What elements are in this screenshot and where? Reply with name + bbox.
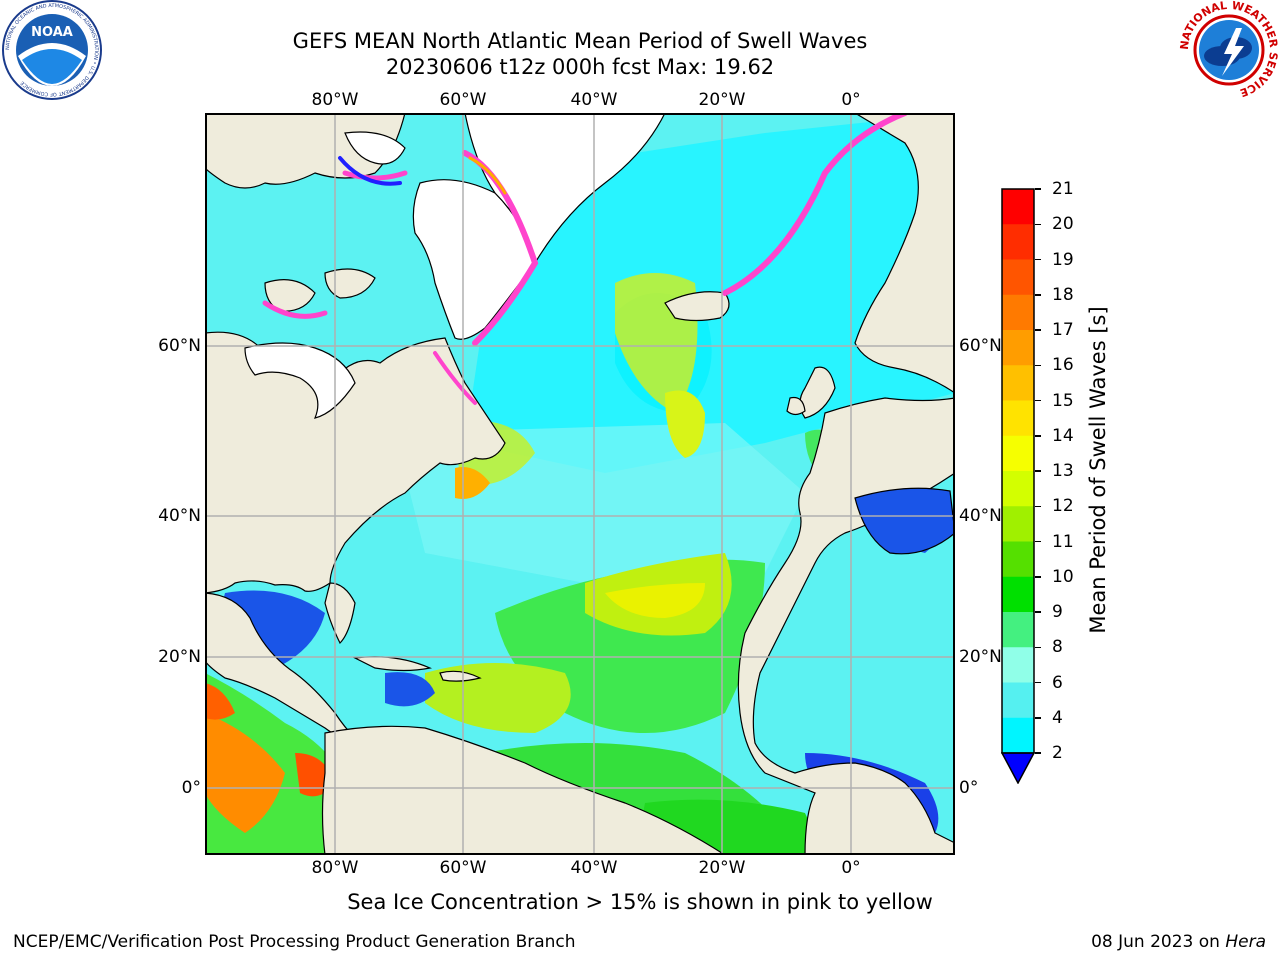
colorbar-tick-label: 4 bbox=[1052, 707, 1063, 728]
lat-label-right-20n: 20°N bbox=[959, 647, 1002, 667]
colorbar-title: Mean Period of Swell Waves [s] bbox=[1086, 306, 1110, 634]
colorbar-tick-label: 16 bbox=[1052, 355, 1074, 376]
colorbar-tick-mark bbox=[1035, 329, 1041, 331]
colorbar-extension bbox=[1000, 752, 1036, 785]
lat-label-left-20n: 20°N bbox=[158, 647, 201, 667]
colorbar-tick-label: 13 bbox=[1052, 461, 1074, 481]
colorbar-band bbox=[1002, 365, 1034, 401]
footer-branch: NCEP/EMC/Verification Post Processing Pr… bbox=[13, 932, 576, 952]
lon-label-bottom-80w: 80°W bbox=[311, 858, 359, 878]
lon-label-bottom-0: 0° bbox=[841, 858, 861, 878]
colorbar-band bbox=[1002, 506, 1034, 542]
footer-date: 08 Jun 2023 on Hera bbox=[1091, 932, 1266, 952]
lon-label-bottom-20w: 20°W bbox=[698, 858, 746, 878]
colorbar-tick-mark bbox=[1035, 258, 1041, 261]
lon-label-bottom-60w: 60°W bbox=[439, 858, 487, 878]
land-masses bbox=[205, 113, 955, 855]
footer-date-text: 08 Jun 2023 bbox=[1091, 932, 1194, 952]
colorbar-tick-mark bbox=[1035, 576, 1041, 578]
lon-label-top-60w: 60°W bbox=[439, 90, 487, 110]
footer-on-text: on bbox=[1198, 932, 1220, 952]
colorbar-band bbox=[1002, 647, 1034, 683]
colorbar-tick-label: 12 bbox=[1052, 496, 1074, 517]
colorbar-band bbox=[1002, 576, 1034, 613]
colorbar-band bbox=[1002, 330, 1034, 366]
lon-label-top-0: 0° bbox=[841, 90, 861, 110]
colorbar-tick-mark bbox=[1035, 223, 1041, 225]
lat-label-left-0: 0° bbox=[181, 778, 201, 798]
map-title-line1: GEFS MEAN North Atlantic Mean Period of … bbox=[292, 29, 868, 53]
lat-label-left-40n: 40°N bbox=[158, 506, 201, 526]
colorbar-tick-mark bbox=[1035, 188, 1041, 190]
lat-label-right-40n: 40°N bbox=[959, 506, 1002, 526]
colorbar-band bbox=[1002, 259, 1034, 296]
colorbar-tick-label: 14 bbox=[1052, 425, 1074, 446]
colorbar-tick-label: 11 bbox=[1052, 531, 1074, 552]
colorbar-band bbox=[1002, 612, 1034, 648]
colorbar-tick-label: 15 bbox=[1052, 390, 1074, 411]
colorbar-frame bbox=[1001, 188, 1035, 754]
colorbar-tick-label: 17 bbox=[1052, 320, 1074, 340]
lon-label-top-20w: 20°W bbox=[698, 90, 746, 110]
colorbar-band bbox=[1002, 471, 1034, 507]
colorbar-tick-label: 21 bbox=[1052, 179, 1074, 199]
colorbar-tick-mark bbox=[1035, 294, 1041, 296]
colorbar-tick-mark bbox=[1035, 611, 1041, 613]
map-frame bbox=[205, 113, 955, 855]
colorbar bbox=[1000, 188, 1036, 785]
footer-machine: Hera bbox=[1225, 932, 1266, 952]
map-title-line2: 20230606 t12z 000h fcst Max: 19.62 bbox=[385, 55, 775, 79]
colorbar-tick-mark bbox=[1035, 717, 1041, 719]
swell-period-map bbox=[205, 113, 955, 855]
colorbar-tick-label: 2 bbox=[1052, 743, 1063, 763]
colorbar-tick-mark bbox=[1035, 681, 1041, 684]
lon-label-top-80w: 80°W bbox=[311, 90, 359, 110]
lon-label-bottom-40w: 40°W bbox=[570, 858, 618, 878]
colorbar-band bbox=[1002, 682, 1034, 719]
colorbar-band bbox=[1002, 189, 1034, 225]
colorbar-tick-mark bbox=[1035, 399, 1041, 402]
colorbar-band bbox=[1002, 435, 1034, 472]
noaa-logo: NOAA NATIONAL OCEANIC AND ATMOSPHERIC AD… bbox=[0, 0, 104, 100]
nws-logo: NATIONAL WEATHER SERVICE bbox=[1178, 0, 1280, 100]
lat-label-left-60n: 60°N bbox=[158, 336, 201, 356]
colorbar-tick-mark bbox=[1035, 364, 1041, 366]
sea-ice-edge bbox=[262, 113, 908, 405]
colorbar-tick-mark bbox=[1035, 752, 1041, 754]
lat-label-right-60n: 60°N bbox=[959, 336, 1002, 356]
colorbar-band bbox=[1002, 717, 1034, 754]
graticule bbox=[205, 113, 955, 855]
colorbar-tick-label: 10 bbox=[1052, 566, 1074, 587]
colorbar-tick-mark bbox=[1035, 435, 1041, 437]
lat-label-right-0: 0° bbox=[959, 778, 979, 798]
colorbar-tick-label: 6 bbox=[1052, 672, 1063, 693]
noaa-center-text: NOAA bbox=[31, 25, 73, 40]
colorbar-band bbox=[1002, 541, 1034, 578]
colorbar-tick-label: 19 bbox=[1052, 249, 1074, 270]
colorbar-tick-label: 20 bbox=[1052, 214, 1074, 235]
colorbar-band bbox=[1002, 294, 1034, 331]
colorbar-tick-mark bbox=[1035, 646, 1041, 648]
lon-label-top-40w: 40°W bbox=[570, 90, 618, 110]
colorbar-tick-mark bbox=[1035, 470, 1041, 472]
colorbar-tick-label: 18 bbox=[1052, 284, 1074, 305]
colorbar-tick-mark bbox=[1035, 505, 1041, 507]
colorbar-band bbox=[1002, 400, 1034, 437]
colorbar-band bbox=[1002, 224, 1034, 260]
sea-ice-note: Sea Ice Concentration > 15% is shown in … bbox=[347, 890, 933, 914]
colorbar-tick-mark bbox=[1035, 540, 1041, 543]
colorbar-tick-label: 9 bbox=[1052, 602, 1063, 622]
colorbar-tick-label: 8 bbox=[1052, 637, 1063, 658]
